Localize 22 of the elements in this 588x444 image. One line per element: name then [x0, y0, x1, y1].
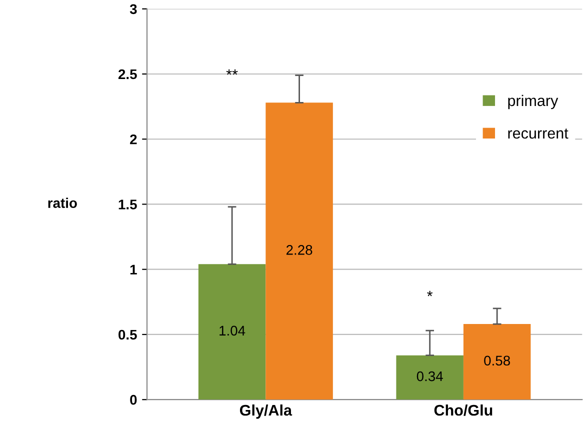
data-label: 0.58 — [484, 356, 510, 366]
data-label: 2.28 — [286, 245, 312, 255]
annotation: * — [427, 290, 433, 296]
bar — [198, 264, 266, 400]
data-label: 0.34 — [416, 371, 443, 382]
y-tick-label: 1 — [130, 264, 137, 274]
x-tick-label: Cho/Glu — [434, 404, 492, 416]
y-tick-label: 0 — [130, 394, 137, 405]
legend-label: primary — [508, 94, 558, 110]
y-tick-label: 1.5 — [118, 200, 137, 210]
y-tick-label: 0.5 — [118, 330, 137, 340]
bar — [266, 102, 333, 400]
y-tick-label: 2.5 — [118, 69, 137, 80]
legend-label: recurrent — [508, 128, 568, 139]
annotation: ** — [226, 69, 238, 75]
y-tick-label: 3 — [130, 4, 137, 14]
bar — [396, 355, 464, 400]
y-axis-title: ratio — [48, 198, 77, 208]
data-label: 1.04 — [220, 326, 246, 336]
y-tick-label: 2 — [130, 134, 137, 144]
x-tick-label: Gly/Ala — [240, 404, 292, 419]
bar — [463, 324, 531, 400]
